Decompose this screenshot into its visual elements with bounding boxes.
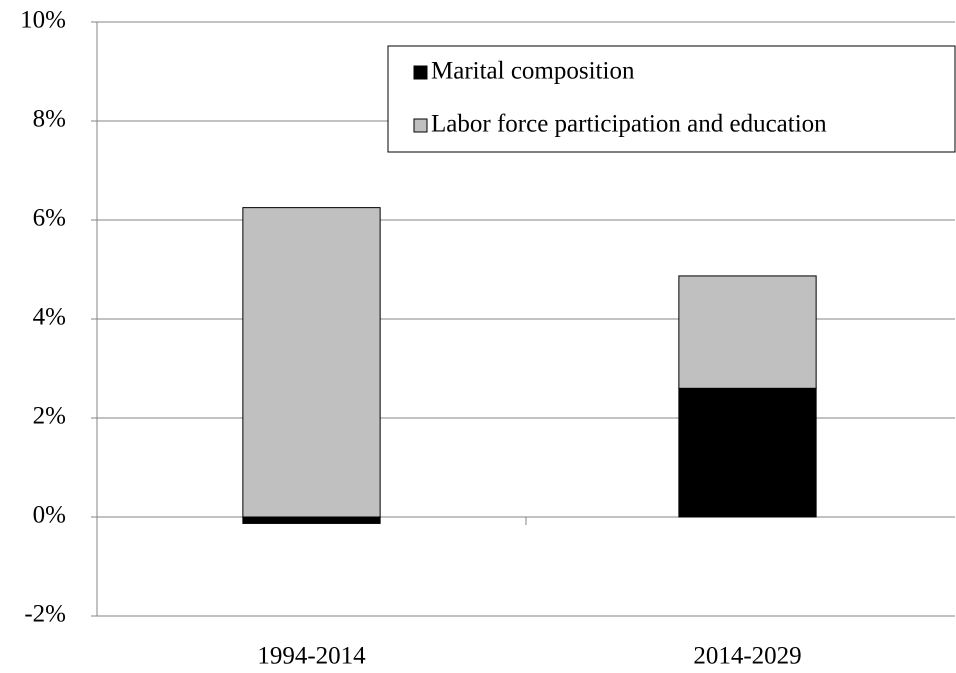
y-tick-label: 0% — [33, 502, 66, 529]
y-tick-label: 2% — [33, 403, 66, 430]
bar-segment — [242, 516, 381, 524]
bar-segment — [678, 387, 817, 518]
legend-label: Labor force participation and education — [431, 111, 827, 138]
y-tick-label: 10% — [20, 7, 66, 34]
y-tick-label: 4% — [33, 304, 66, 331]
legend-swatch — [413, 65, 428, 80]
y-tick-label: -2% — [24, 601, 66, 628]
x-tick-label: 1994-2014 — [257, 643, 366, 670]
bar-segment — [678, 275, 817, 389]
bar-segment — [242, 207, 381, 518]
x-tick-label: 2014-2029 — [693, 643, 801, 670]
y-tick-label: 8% — [33, 106, 66, 133]
legend-label: Marital composition — [431, 58, 635, 85]
y-tick-label: 6% — [33, 205, 66, 232]
legend-swatch — [413, 118, 428, 133]
legend-box — [387, 45, 956, 153]
